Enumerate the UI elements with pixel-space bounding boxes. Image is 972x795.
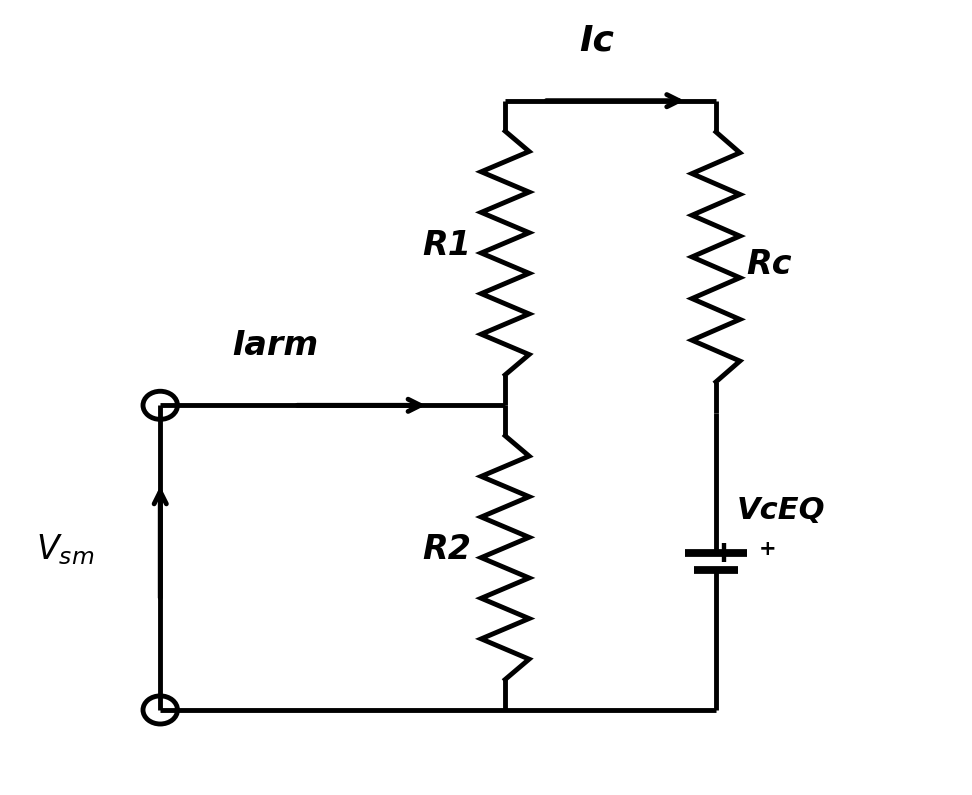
Text: $V_{sm}$: $V_{sm}$	[36, 533, 94, 567]
Text: Ic: Ic	[578, 24, 613, 58]
Text: +: +	[758, 539, 777, 559]
Text: Rc: Rc	[746, 248, 792, 281]
Text: Iarm: Iarm	[232, 329, 318, 363]
Text: R1: R1	[423, 229, 471, 262]
Text: VcEQ: VcEQ	[737, 496, 825, 525]
Text: R2: R2	[423, 533, 471, 566]
